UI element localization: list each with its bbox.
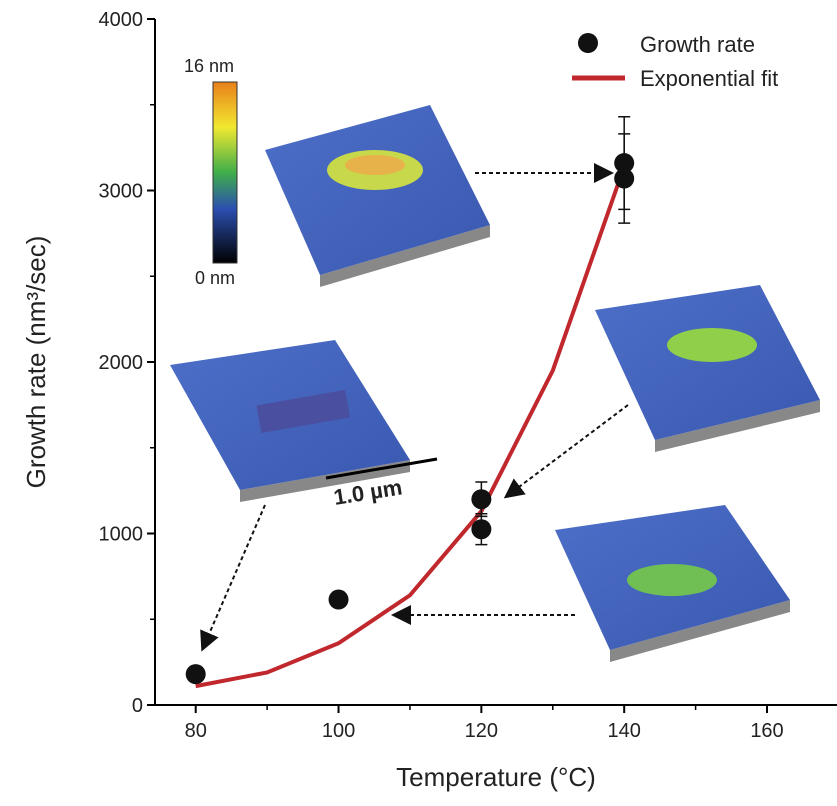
legend-label: Growth rate — [640, 32, 755, 57]
data-point — [185, 664, 206, 685]
x-tick-label: 160 — [750, 720, 783, 742]
x-tick-label: 80 — [185, 720, 207, 742]
x-tick-label: 100 — [322, 720, 355, 742]
afm-insets — [170, 81, 820, 662]
y-tick-label: 3000 — [99, 181, 144, 203]
x-tick-label: 120 — [465, 720, 498, 742]
y-tick-label: 0 — [132, 695, 143, 717]
data-point — [614, 168, 635, 189]
legend-marker — [578, 33, 598, 53]
y-tick-label: 1000 — [99, 524, 144, 546]
colorbar-min: 0 nm — [195, 268, 235, 288]
legend-label: Exponential fit — [640, 66, 778, 91]
x-tick-label: 140 — [607, 720, 640, 742]
arrows — [200, 163, 629, 652]
y-axis-label: Growth rate (nm³/sec) — [21, 236, 51, 489]
y-tick-label: 2000 — [99, 352, 144, 374]
data-point — [471, 519, 492, 540]
x-axis-label: Temperature (°C) — [396, 762, 596, 792]
y-tick-label: 4000 — [99, 9, 144, 31]
data-point — [471, 489, 492, 510]
fit-line — [195, 165, 627, 689]
colorbar-max: 16 nm — [184, 56, 234, 76]
data-point — [328, 589, 349, 610]
